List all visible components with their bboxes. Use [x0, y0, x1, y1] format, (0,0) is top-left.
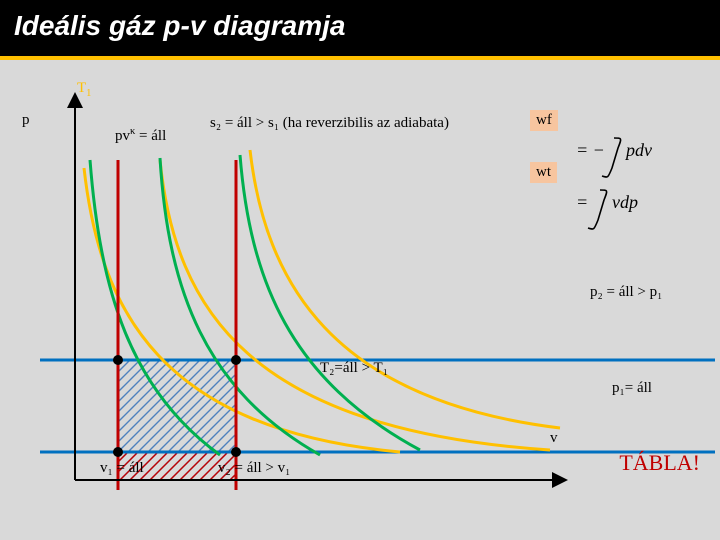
state-point	[113, 355, 123, 365]
tabla-callout: TÁBLA!	[619, 450, 700, 476]
state-point	[231, 355, 241, 365]
svg-text:pdv: pdv	[624, 140, 652, 160]
diagram-stage: = − pdv = vdp T1 p pvκ = áll s₂ = áll > …	[0, 60, 720, 540]
wt-label: wt	[530, 162, 557, 183]
wt-integral: = vdp	[576, 190, 638, 229]
t2-label: T₂=áll > T₁	[320, 360, 388, 377]
svg-text:vdp: vdp	[612, 192, 638, 212]
t1-label: T1	[77, 80, 91, 100]
p1-label: p₁= áll	[612, 380, 652, 397]
p-axis-label: p	[22, 112, 30, 129]
svg-text:=: =	[576, 192, 588, 212]
slide-title: Ideális gáz p-v diagramja	[0, 0, 720, 42]
wt-box: wt	[530, 162, 557, 183]
v-axis-label: v	[550, 430, 558, 447]
state-point	[231, 447, 241, 457]
title-bar: Ideális gáz p-v diagramja	[0, 0, 720, 60]
isentrops-curve	[240, 155, 420, 450]
wf-label: wf	[530, 110, 558, 131]
wf-box: wf	[530, 110, 558, 131]
v2-label: v₂ = áll > v₁	[218, 460, 290, 477]
v1-label: v₁ = áll	[100, 460, 144, 477]
p2-label: p₂ = áll > p₁	[590, 284, 662, 301]
wf-integral: = − pdv	[576, 138, 652, 177]
svg-text:= −: = −	[576, 140, 605, 160]
state-point	[113, 447, 123, 457]
pvk-label: pvκ = áll	[115, 126, 166, 145]
s2-label: s₂ = áll > s₁ (ha reverzibilis az adiaba…	[210, 115, 449, 132]
